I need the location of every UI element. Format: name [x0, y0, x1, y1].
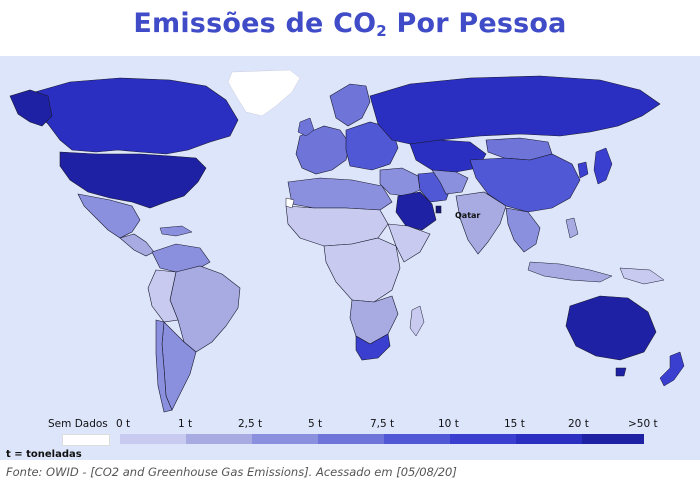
caribbean — [159, 225, 193, 237]
qatar-label: Qatar — [455, 211, 481, 220]
legend-swatch — [186, 434, 252, 444]
central-america — [119, 233, 155, 257]
korea — [577, 161, 589, 179]
legend-bin-label: 7,5 t — [370, 418, 395, 430]
western-sahara — [285, 197, 295, 209]
saudi-arabia — [395, 191, 437, 231]
uk — [297, 117, 315, 137]
mexico — [77, 193, 141, 239]
legend-swatch — [318, 434, 384, 444]
legend-bin-label: 1 t — [178, 418, 193, 430]
eastern-europe — [345, 121, 399, 171]
peru-bolivia — [147, 269, 179, 323]
south-africa — [355, 333, 391, 361]
title-subscript: 2 — [376, 22, 387, 40]
middle-east — [379, 167, 421, 197]
source-text: : OWID - [CO2 and Greenhouse Gas Emissio… — [38, 465, 457, 479]
world-map-svg — [9, 69, 685, 413]
philippines — [565, 217, 579, 239]
central-asia — [431, 169, 469, 195]
tasmania — [615, 367, 627, 377]
unit-note: t = toneladas — [6, 449, 82, 460]
madagascar — [409, 305, 425, 337]
legend-swatch — [384, 434, 450, 444]
legend-swatch — [516, 434, 582, 444]
legend-swatch — [450, 434, 516, 444]
indonesia — [527, 261, 613, 283]
alaska — [9, 89, 53, 127]
title-suffix: Por Pessoa — [386, 8, 567, 39]
canada — [27, 77, 239, 155]
scandinavia — [329, 83, 371, 127]
legend-bin-label: 10 t — [438, 418, 459, 430]
australia — [565, 295, 657, 361]
legend-bin-label: 20 t — [568, 418, 589, 430]
legend-no-data-label: Sem Dados — [48, 418, 108, 430]
east-africa — [387, 223, 431, 263]
venezuela-colombia — [151, 243, 211, 273]
southeast-asia — [505, 207, 541, 253]
legend-labels: Sem Dados 0 t 1 t 2,5 t 5 t 7,5 t 10 t 1… — [0, 418, 700, 432]
legend-swatch — [582, 434, 644, 444]
india — [455, 191, 507, 255]
legend-swatch — [120, 434, 186, 444]
greenland — [227, 69, 301, 117]
new-zealand — [659, 351, 685, 387]
legend-bin-label: 2,5 t — [238, 418, 263, 430]
russia — [369, 75, 661, 145]
papua — [619, 267, 665, 285]
china — [469, 153, 581, 213]
source-citation: Fonte: OWID - [CO2 and Greenhouse Gas Em… — [6, 465, 457, 479]
page-title: Emissões de CO2 Por Pessoa — [0, 8, 700, 40]
central-africa — [323, 237, 401, 303]
usa — [59, 151, 207, 209]
legend-bin-label: 0 t — [116, 418, 131, 430]
title-main: Emissões de CO — [133, 8, 377, 39]
western-europe — [295, 125, 351, 175]
legend-swatch-no-data — [62, 434, 110, 446]
footer — [0, 461, 700, 493]
qatar — [435, 205, 442, 214]
source-prefix: Fonte — [6, 465, 39, 479]
legend-bin-label: 15 t — [504, 418, 525, 430]
japan — [593, 147, 613, 185]
world-map — [0, 56, 700, 460]
legend-bin-label: 5 t — [308, 418, 323, 430]
legend-swatch — [252, 434, 318, 444]
legend-bin-label: >50 t — [628, 418, 658, 430]
north-africa — [287, 177, 393, 211]
chile — [155, 319, 173, 413]
